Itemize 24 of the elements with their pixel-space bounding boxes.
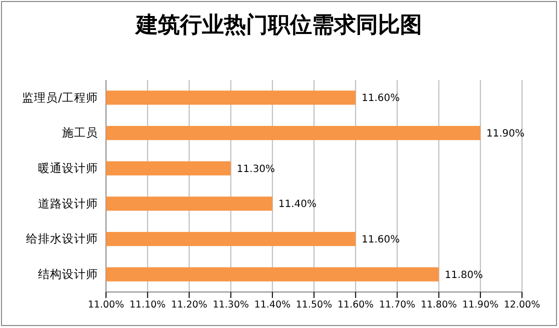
y-tick-label: 暖通设计师 (38, 161, 98, 176)
data-label: 11.90% (486, 128, 525, 140)
y-tick-label: 监理员/工程师 (22, 90, 98, 104)
x-tick-label: 11.50% (296, 300, 332, 311)
data-label: 11.60% (362, 93, 400, 104)
x-tick-label: 11.80% (420, 300, 457, 311)
x-tick-label: 11.40% (254, 300, 291, 311)
y-tick-label: 道路设计师 (38, 196, 98, 210)
chart-title: 建筑行业热门职位需求同比图 (134, 12, 422, 38)
x-tick-label: 11.60% (337, 300, 374, 311)
data-label: 11.80% (444, 270, 483, 281)
x-tick-label: 11.20% (171, 300, 208, 311)
data-label: 11.60% (362, 234, 400, 246)
x-tick-label: 11.10% (129, 300, 166, 311)
x-tick-label: 11.90% (462, 300, 499, 311)
x-tick-label: 11.70% (379, 300, 416, 311)
x-tick-label: 11.00% (88, 300, 124, 311)
y-tick-label: 给排水设计师 (26, 232, 98, 246)
y-tick-label: 结构设计师 (38, 267, 98, 282)
y-tick-label: 施工员 (62, 126, 98, 140)
x-tick-label: 12.00% (504, 300, 540, 311)
x-tick-label: 11.30% (212, 300, 249, 311)
data-label: 11.40% (278, 199, 317, 210)
data-label: 11.30% (236, 164, 275, 175)
